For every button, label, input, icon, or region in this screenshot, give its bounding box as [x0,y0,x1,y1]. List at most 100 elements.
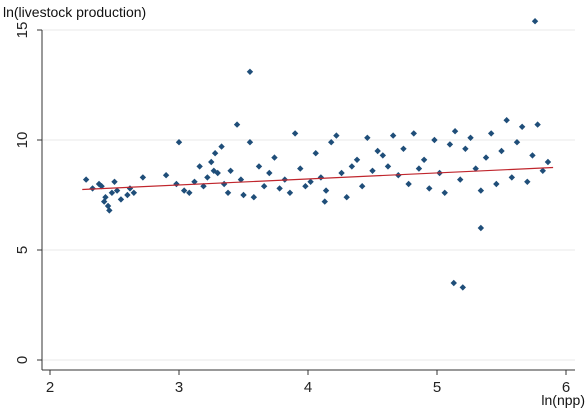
data-point [400,145,407,152]
data-point [117,196,125,203]
data-point [369,167,376,174]
fit-line [82,166,554,191]
data-point [186,189,193,196]
data-point [328,139,335,146]
data-point [224,189,232,196]
axis-ticks: 0 5 10 15 2 3 4 5 6 [14,22,570,396]
data-point [487,130,495,137]
data-point [266,169,273,177]
y-tick-label: 0 [14,356,31,364]
data-point [374,147,381,155]
x-axis-title: ln(npp) [541,392,585,408]
data-point [276,185,283,192]
data-point [420,156,428,163]
data-point [95,180,103,188]
data-point [233,121,241,128]
x-tick-label: 5 [433,379,441,396]
data-point [426,185,433,192]
data-point [210,167,218,174]
data-point [196,163,203,170]
data-point [451,128,459,135]
data-point [482,154,490,161]
data-point [446,141,454,148]
data-point [322,187,330,194]
data-point [389,132,397,139]
data-point [255,163,263,170]
data-point [518,123,526,130]
grid-lines [42,29,575,361]
data-point [104,202,112,210]
data-point [353,156,361,163]
data-point [450,279,457,287]
data-point [459,284,466,291]
data-point [89,185,96,192]
data-point [524,178,531,185]
data-point [441,189,448,196]
data-point [302,183,309,190]
data-point [498,147,505,155]
data-point [477,224,485,232]
data-point [106,207,113,214]
data-point [410,130,417,137]
data-point [200,183,207,190]
data-point [539,167,546,174]
x-tick-label: 2 [46,379,54,396]
data-point [246,139,254,146]
x-tick-label: 4 [304,379,312,396]
data-point [260,183,268,190]
data-point [348,163,356,170]
data-point [307,178,314,185]
data-point [180,187,188,194]
data-point [379,152,387,159]
data-points [82,18,552,291]
data-point [457,176,464,183]
data-point [338,169,345,177]
data-point [343,194,350,201]
data-point [108,189,116,196]
fit-line-group [82,166,554,191]
y-tick-label: 15 [14,22,31,39]
data-point [508,174,516,181]
y-tick-label: 10 [14,132,31,149]
data-point [102,194,109,201]
data-point [544,158,552,166]
data-point [211,150,219,157]
data-point [358,183,366,190]
data-point [111,178,118,185]
data-point [477,187,485,194]
data-point [312,150,319,157]
data-point [139,174,147,181]
data-point [237,176,245,183]
data-point [467,134,474,141]
data-point [405,180,412,188]
data-point [271,154,278,161]
data-point [191,178,198,185]
x-tick-label: 6 [562,379,570,396]
data-point [204,174,211,181]
data-point [493,180,500,188]
data-point [98,183,105,190]
data-point [227,167,234,174]
data-point [240,191,247,199]
data-point [246,68,254,75]
data-point [208,158,215,166]
data-point [472,165,479,172]
data-point [384,163,392,170]
data-point [218,143,225,150]
data-point [124,191,131,199]
y-axis-title: ln(livestock production) [3,4,146,20]
data-point [250,194,258,201]
data-point [364,134,371,141]
data-point [431,136,438,144]
data-point [321,198,328,205]
data-point [162,172,170,179]
data-point [175,139,183,146]
data-point [113,187,121,194]
data-point [415,165,423,172]
data-point [462,145,469,152]
data-point [291,130,299,137]
data-point [529,152,536,159]
data-point [286,189,294,196]
